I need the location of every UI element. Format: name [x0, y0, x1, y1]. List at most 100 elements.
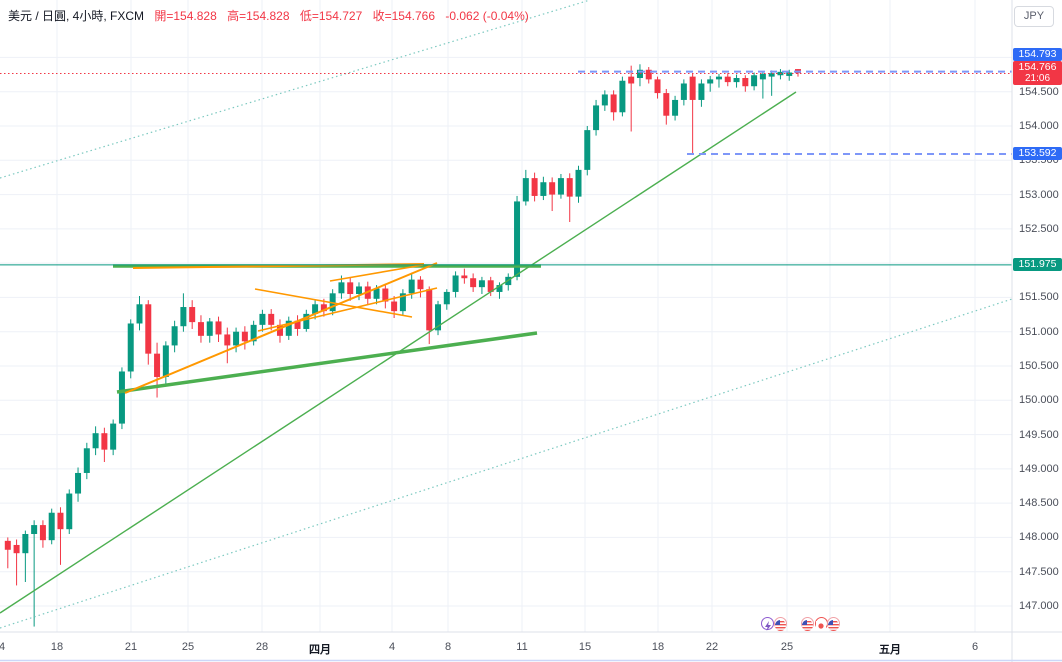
- candle-body: [478, 280, 485, 288]
- time-axis-label: 22: [705, 641, 719, 653]
- price-badge-support: 153.592: [1013, 147, 1062, 161]
- candle-body: [145, 304, 152, 354]
- candle-body: [48, 512, 55, 541]
- candle-body: [742, 78, 749, 87]
- green-support[interactable]: [116, 331, 538, 394]
- price-axis-label: 148.000: [1019, 531, 1059, 544]
- us-flag-icon[interactable]: [827, 617, 840, 631]
- candle-body: [233, 331, 240, 346]
- candle-body: [408, 279, 415, 294]
- candle-body: [57, 512, 64, 530]
- time-axis-label: 21: [124, 641, 138, 653]
- candle-body: [39, 525, 46, 541]
- candle-body: [628, 76, 635, 84]
- candle-body: [470, 278, 477, 288]
- price-axis-label: 152.500: [1019, 222, 1059, 235]
- candle-body: [759, 73, 766, 80]
- candle-body: [276, 324, 283, 336]
- time-axis-label: 4: [0, 641, 6, 653]
- price-axis-label: 148.500: [1019, 497, 1059, 510]
- us-flag-icon[interactable]: [801, 617, 814, 631]
- candle-body: [540, 182, 547, 196]
- price-axis-label: 147.500: [1019, 565, 1059, 578]
- candle-body: [549, 182, 556, 195]
- candle-body: [215, 321, 222, 335]
- orange-asc[interactable]: [257, 287, 438, 332]
- candle-body: [575, 169, 582, 197]
- candle-body: [197, 322, 204, 336]
- time-axis-label: 6: [971, 641, 979, 653]
- us-flag-icon[interactable]: [774, 617, 787, 631]
- price-axis-label: 154.000: [1019, 120, 1059, 132]
- currency-button[interactable]: JPY: [1014, 6, 1054, 27]
- candle-body: [663, 93, 670, 116]
- jp-flag-icon[interactable]: [815, 617, 828, 631]
- candle-body: [724, 76, 731, 83]
- candle-body: [645, 69, 652, 80]
- candle-body: [715, 76, 722, 80]
- candle-body: [110, 423, 117, 450]
- candle-body: [514, 201, 521, 277]
- candle-body: [619, 80, 626, 113]
- candle-body: [66, 493, 73, 530]
- price-axis-label: 150.500: [1019, 359, 1059, 372]
- candle-body: [426, 289, 433, 331]
- channel-upper[interactable]: [0, 0, 591, 179]
- candle-body: [593, 105, 600, 131]
- last-price-value: 154.766: [1018, 61, 1057, 74]
- orange-wedge[interactable]: [124, 262, 438, 394]
- candle-body: [154, 353, 161, 377]
- symbol-title-bar[interactable]: 美元 / 日圓, 4小時, FXCM 開=154.828 高=154.828 低…: [8, 7, 529, 24]
- price-axis-label: 151.500: [1019, 291, 1059, 304]
- time-axis-label: 4: [388, 641, 396, 653]
- time-axis-label: 25: [181, 641, 195, 653]
- candle-body: [75, 472, 82, 494]
- channel-lower[interactable]: [0, 298, 1013, 629]
- candle-body: [136, 304, 143, 324]
- candle-body: [698, 83, 705, 100]
- candle-body: [522, 178, 529, 202]
- symbol-name[interactable]: 美元 / 日圓, 4小時, FXCM: [8, 9, 145, 23]
- change-value: -0.062 (-0.04%): [445, 9, 529, 23]
- candle-body: [250, 324, 257, 342]
- candle-body: [452, 275, 459, 292]
- candle-body: [22, 533, 29, 554]
- time-axis-label: 18: [50, 641, 64, 653]
- candle-body: [636, 69, 643, 79]
- candle-body: [584, 130, 591, 170]
- price-badge-level: 151.975: [1013, 258, 1062, 272]
- candle-body: [566, 178, 573, 197]
- price-axis-label: 147.000: [1019, 599, 1059, 612]
- candle-body: [373, 288, 380, 299]
- candle-body: [101, 433, 108, 450]
- price-axis-label: 149.000: [1019, 462, 1059, 475]
- candle-body: [707, 79, 714, 84]
- green-trendline[interactable]: [0, 91, 797, 614]
- candle-body: [356, 286, 362, 294]
- low-value: 低=154.727: [299, 9, 363, 23]
- candle-body: [751, 75, 758, 87]
- candle-body: [268, 313, 275, 325]
- candle-body: [189, 307, 196, 323]
- candle-body: [162, 345, 169, 377]
- open-value: 開=154.828: [154, 9, 217, 23]
- candle-body: [443, 291, 450, 305]
- time-axis-label: 8: [444, 641, 452, 653]
- price-axis-label: 149.500: [1019, 428, 1059, 441]
- candle-body: [487, 280, 494, 292]
- candle-body: [435, 304, 442, 331]
- candle-body: [768, 73, 775, 77]
- lightning-icon[interactable]: [761, 617, 774, 631]
- candle-body: [399, 293, 406, 312]
- orange-desc[interactable]: [254, 288, 413, 318]
- high-value: 高=154.828: [227, 9, 290, 23]
- candle-body: [610, 94, 617, 113]
- price-axis-label: 153.000: [1019, 188, 1059, 201]
- price-axis-label: 154.500: [1019, 85, 1059, 98]
- orange-mini[interactable]: [329, 264, 424, 282]
- candle-body: [382, 288, 389, 302]
- candle-body: [417, 279, 424, 290]
- candle-body: [672, 99, 679, 116]
- time-axis-label: 五月: [879, 644, 901, 656]
